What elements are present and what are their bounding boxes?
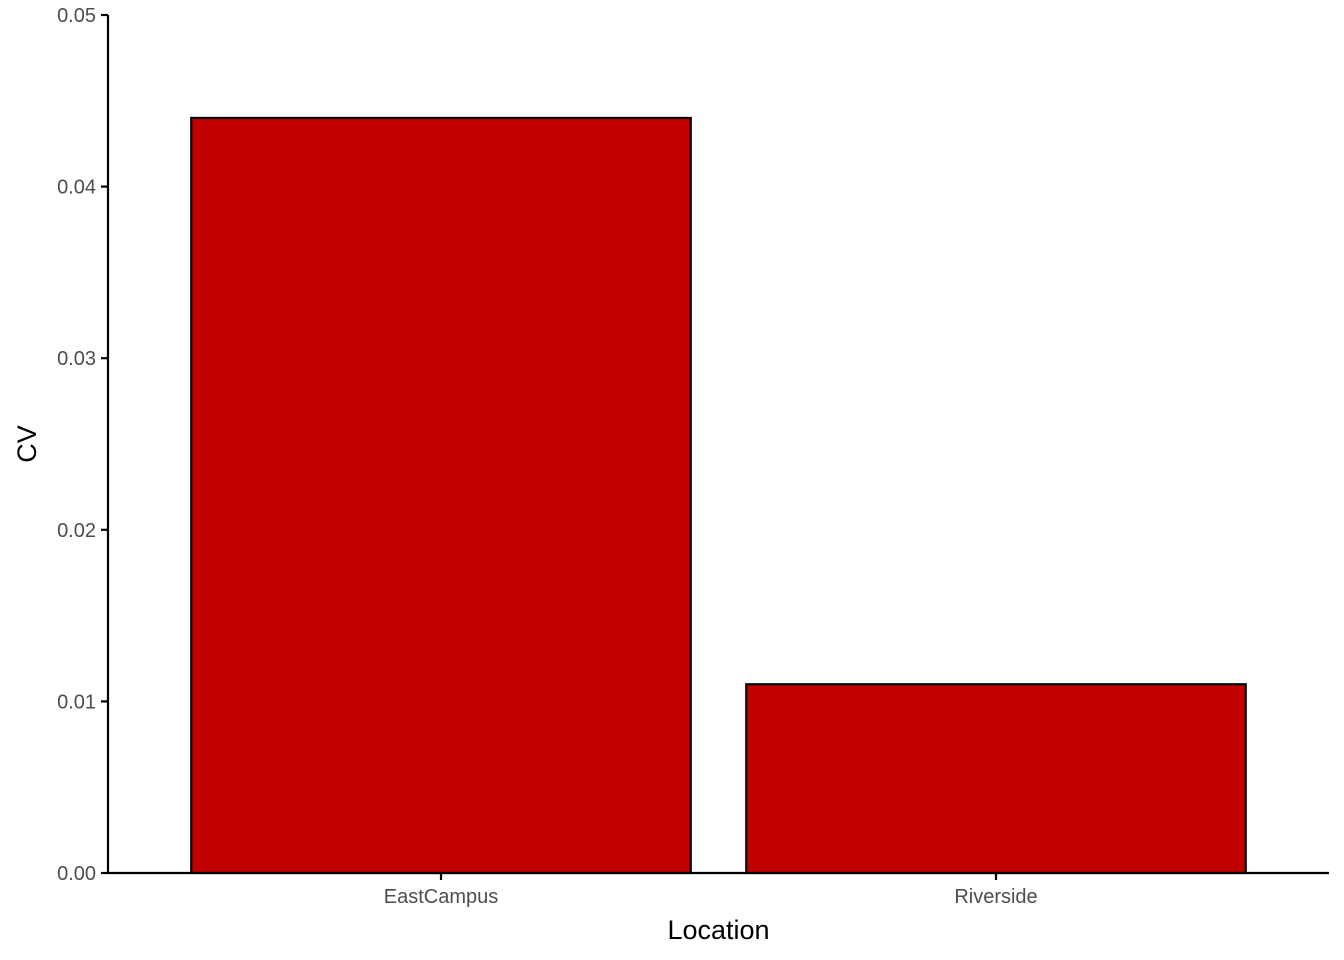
bar-eastcampus — [190, 116, 692, 875]
y-tick-label: 0.05 — [57, 5, 96, 27]
y-axis: 0.00 0.01 0.02 0.03 0.04 0.05 — [57, 5, 110, 885]
y-axis-title: CV — [12, 425, 42, 463]
y-tick-label: 0.00 — [57, 863, 96, 885]
x-axis: EastCampus Riverside — [108, 871, 1329, 908]
y-tick-label: 0.01 — [57, 691, 96, 713]
y-tick-label: 0.04 — [57, 177, 96, 199]
x-tick-label-eastcampus: EastCampus — [384, 886, 499, 908]
x-axis-title: Location — [667, 915, 769, 945]
y-tick-label: 0.02 — [57, 520, 96, 542]
bars-group — [190, 116, 1247, 875]
x-tick-label-riverside: Riverside — [954, 886, 1037, 908]
bar-riverside — [745, 683, 1247, 875]
y-tick-label: 0.03 — [57, 348, 96, 370]
